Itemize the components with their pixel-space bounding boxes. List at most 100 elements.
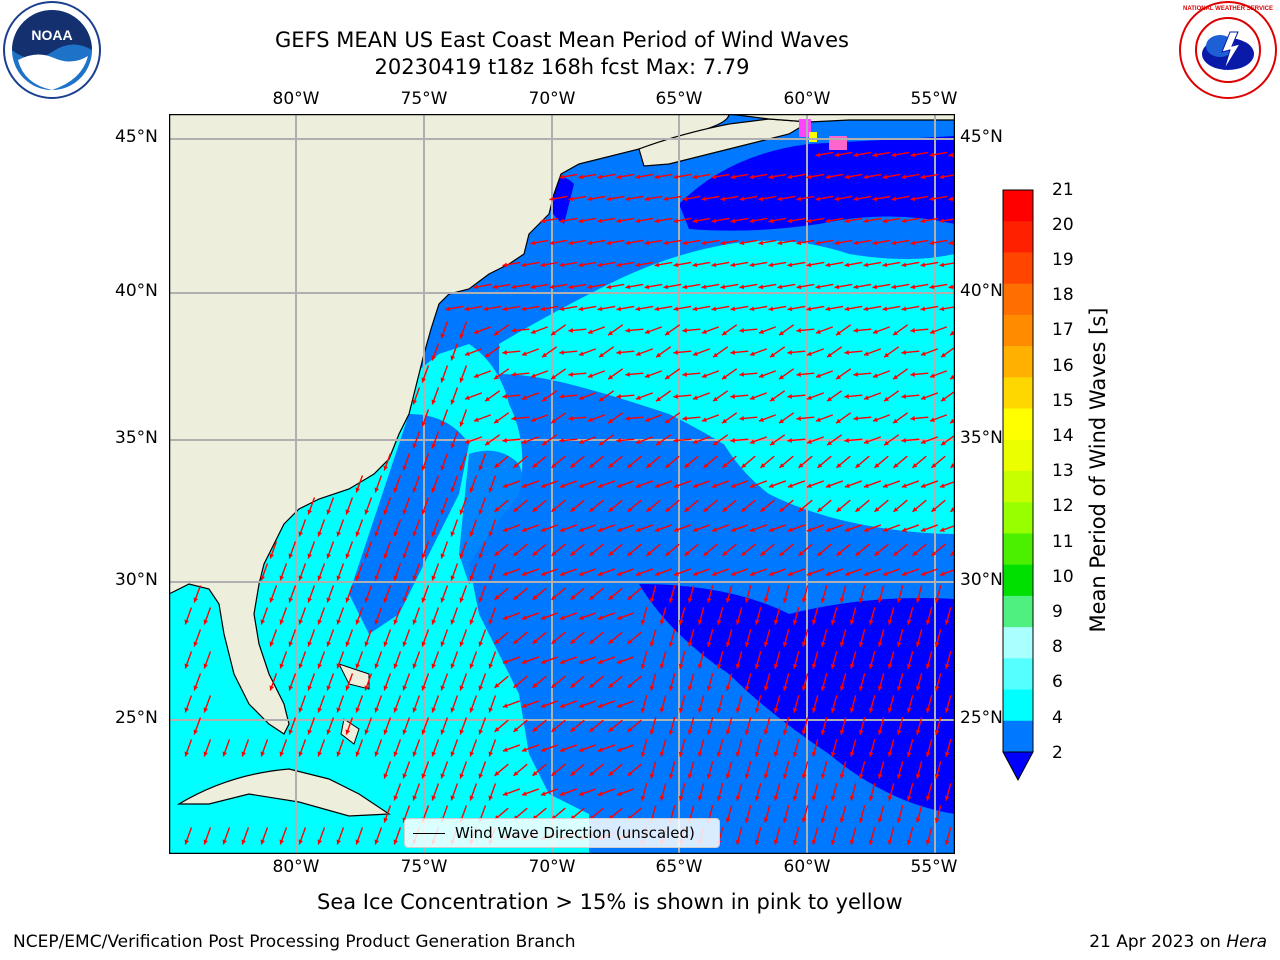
wave-direction-arrowhead (811, 751, 817, 757)
wave-direction-arrowhead (578, 174, 584, 180)
wave-direction-arrowhead (703, 507, 709, 512)
wave-direction-arrowhead (542, 396, 547, 402)
wave-direction-arrowhead (412, 663, 418, 669)
wave-direction-arrowhead (944, 839, 950, 845)
wave-direction-arrowhead (872, 373, 878, 378)
wave-direction-arrowhead (635, 439, 641, 444)
wave-direction-arrowhead (260, 751, 266, 757)
wave-direction-arrowhead (494, 727, 500, 732)
wave-direction-arrowhead (540, 747, 546, 752)
wave-direction-arrowhead (532, 683, 538, 688)
wave-direction-arrowhead (549, 196, 555, 202)
wave-direction-arrowhead (827, 440, 832, 446)
wave-direction-arrowhead (749, 174, 755, 180)
wave-direction-arrowhead (412, 751, 418, 757)
wave-direction-arrowhead (770, 440, 775, 446)
wave-direction-arrowhead (877, 773, 883, 779)
wave-direction-arrowhead (673, 218, 679, 224)
wave-direction-arrowhead (587, 240, 593, 246)
wave-direction-arrowhead (383, 509, 389, 515)
wave-direction-arrowhead (948, 240, 954, 246)
wave-direction-arrowhead (844, 262, 850, 268)
wave-direction-arrowhead (288, 685, 294, 691)
wave-direction-arrowhead (855, 551, 861, 556)
wave-direction-arrowhead (944, 751, 950, 757)
wave-direction-arrowhead (910, 196, 916, 202)
wave-direction-arrowhead (625, 196, 631, 202)
lon-label-top-70w: 70°W (528, 89, 576, 109)
wave-direction-arrowhead (782, 729, 788, 735)
wave-direction-arrowhead (336, 531, 342, 537)
wave-direction-arrowhead (597, 659, 603, 664)
wave-direction-arrowhead (616, 174, 622, 180)
wave-direction-arrowhead (374, 707, 380, 713)
wave-direction-arrowhead (521, 615, 527, 620)
wave-direction-arrowhead (298, 575, 304, 581)
land-cuba (176, 768, 391, 817)
wave-direction-arrowhead (948, 284, 954, 290)
wave-direction-arrowhead (393, 575, 399, 581)
wave-direction-arrowhead (184, 751, 190, 757)
wave-direction-arrowhead (568, 284, 574, 290)
wave-direction-arrowhead (421, 421, 427, 427)
wave-direction-arrowhead (920, 306, 926, 312)
wave-direction-arrowhead (920, 174, 926, 180)
wave-direction-arrowhead (668, 773, 674, 779)
wave-direction-arrowhead (844, 438, 850, 443)
wave-direction-arrowhead (701, 284, 707, 290)
wave-direction-arrowhead (815, 284, 821, 290)
wave-direction-arrowhead (383, 773, 389, 779)
wave-direction-arrowhead (288, 641, 294, 647)
wave-direction-arrowhead (863, 395, 869, 400)
lon-label-top-55w: 55°W (910, 89, 958, 109)
wave-direction-arrowhead (478, 465, 484, 471)
wave-direction-arrowhead (532, 771, 538, 776)
wave-direction-arrowhead (317, 839, 323, 845)
wave-direction-arrowhead (649, 773, 655, 779)
wave-direction-arrowhead (559, 791, 565, 796)
wave-direction-arrowhead (882, 527, 888, 532)
wave-direction-arrowhead (836, 374, 841, 380)
wave-direction-arrowhead (858, 729, 864, 735)
wave-direction-arrowhead (901, 571, 907, 576)
wave-direction-arrowhead (853, 152, 859, 158)
wave-direction-arrowhead (716, 795, 722, 801)
wave-direction-arrowhead (502, 394, 508, 399)
wave-direction-arrowhead (469, 795, 475, 801)
wave-direction-arrowhead (627, 727, 633, 732)
wave-direction-arrowhead (815, 152, 821, 158)
wave-direction-arrowhead (882, 174, 888, 180)
wave-direction-arrowhead (307, 641, 313, 647)
map-legend: Wind Wave Direction (unscaled) (404, 818, 720, 848)
wave-direction-arrowhead (551, 463, 557, 468)
wave-direction-arrowhead (374, 531, 380, 537)
wave-direction-arrowhead (578, 747, 584, 752)
wave-direction-arrowhead (568, 196, 574, 202)
wave-direction-arrowhead (929, 373, 935, 378)
wave-direction-arrowhead (893, 463, 899, 468)
wave-direction-arrowhead (542, 352, 547, 358)
wave-direction-arrowhead (692, 262, 698, 268)
wave-direction-arrowhead (934, 597, 940, 603)
colorbar-tick-17: 17 (1052, 320, 1074, 340)
wave-direction-arrowhead (307, 509, 313, 515)
wave-direction-arrowhead (768, 483, 774, 488)
wave-direction-arrowhead (868, 795, 874, 801)
wave-direction-arrowhead (193, 641, 199, 647)
wave-direction-arrowhead (355, 619, 361, 625)
colorbar-label: Mean Period of Wind Waves [s] (1086, 307, 1110, 633)
wave-direction-arrowhead (773, 707, 779, 713)
wave-direction-arrowhead (855, 463, 861, 468)
wave-direction-arrowhead (939, 262, 945, 268)
wave-direction-arrowhead (317, 575, 323, 581)
wave-direction-arrowhead (326, 729, 332, 735)
wave-direction-arrowhead (597, 262, 603, 268)
wave-direction-arrowhead (568, 328, 574, 333)
wave-direction-arrowhead (530, 373, 536, 378)
wave-direction-arrowhead (673, 394, 679, 399)
wave-direction-arrowhead (578, 791, 584, 796)
wave-direction-arrowhead (502, 306, 508, 312)
wave-direction-arrowhead (682, 196, 688, 202)
wave-direction-arrowhead (402, 509, 408, 515)
wave-direction-arrowhead (659, 795, 665, 801)
